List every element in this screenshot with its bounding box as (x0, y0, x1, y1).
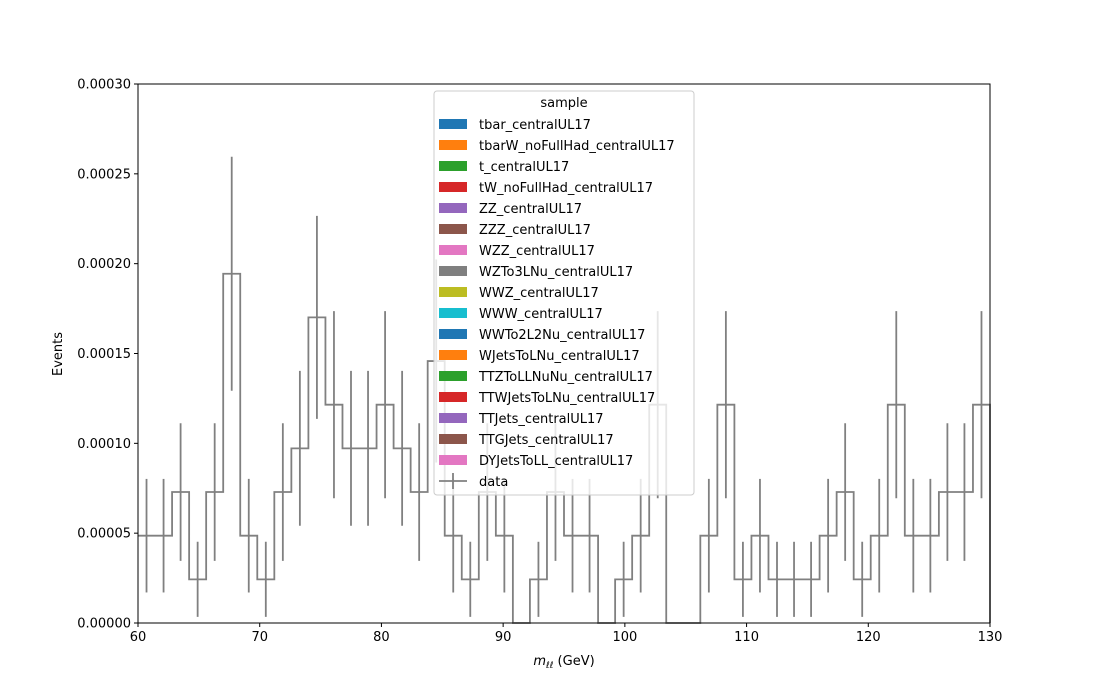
y-tick-label: 0.00005 (77, 527, 131, 542)
y-tick-label: 0.00010 (77, 437, 131, 452)
y-axis: 0.00000 0.00005 0.00010 0.00015 0.00020 0.000… (77, 78, 138, 632)
legend-swatch (439, 140, 467, 150)
y-axis-label: Events (51, 332, 66, 376)
legend-swatch (439, 434, 467, 444)
y-tick-label: 0.00025 (77, 167, 131, 182)
legend-swatch (439, 245, 467, 255)
legend-label: TTWJetsToLNu_centralUL17 (478, 391, 655, 406)
legend-swatch (439, 413, 467, 423)
y-tick-label: 0.00030 (77, 78, 131, 93)
x-tick-label: 70 (251, 630, 268, 645)
legend-swatch (439, 329, 467, 339)
legend-swatch (439, 224, 467, 234)
legend-label: WWTo2L2Nu_centralUL17 (479, 328, 645, 343)
x-axis-label-main: m (533, 654, 546, 669)
legend-label: tbar_centralUL17 (479, 118, 591, 133)
x-axis: 60 70 80 90 100 110 120 130 (130, 623, 1003, 645)
legend-label: t_centralUL17 (479, 160, 569, 175)
legend-label: DYJetsToLL_centralUL17 (479, 454, 633, 469)
x-tick-label: 130 (978, 630, 1003, 645)
legend-label: ZZZ_centralUL17 (479, 223, 591, 238)
x-tick-label: 110 (734, 630, 759, 645)
y-tick-label: 0.00000 (77, 617, 131, 632)
legend-swatch (439, 182, 467, 192)
legend-label: WZZ_centralUL17 (479, 244, 595, 259)
legend-label: ZZ_centralUL17 (479, 202, 582, 217)
y-tick-label: 0.00020 (77, 257, 131, 272)
x-tick-label: 60 (130, 630, 147, 645)
legend-swatch (439, 119, 467, 129)
legend-swatch (439, 161, 467, 171)
x-axis-label-subscript: ℓℓ (545, 661, 553, 671)
y-tick-label: 0.00015 (77, 347, 131, 362)
legend-swatch (439, 455, 467, 465)
legend-swatch (439, 266, 467, 276)
legend-title: sample (540, 96, 587, 111)
legend-swatch (439, 203, 467, 213)
legend-label: tbarW_noFullHad_centralUL17 (479, 139, 675, 154)
legend-label: TTJets_centralUL17 (478, 412, 604, 427)
legend-swatch (439, 308, 467, 318)
legend: sample tbar_centralUL17 tbarW_noFullHad_c… (433, 90, 695, 496)
legend-label: WZTo3LNu_centralUL17 (479, 265, 633, 280)
legend-label: TTZToLLNuNu_centralUL17 (478, 370, 653, 385)
x-tick-label: 80 (373, 630, 390, 645)
legend-box (433, 90, 695, 496)
x-tick-label: 90 (495, 630, 512, 645)
legend-swatch (439, 392, 467, 402)
x-axis-label: mℓℓ (GeV) (533, 654, 594, 671)
legend-swatch (439, 287, 467, 297)
legend-label: data (479, 475, 508, 490)
x-axis-label-unit: (GeV) (553, 654, 594, 669)
legend-swatch (439, 350, 467, 360)
x-tick-label: 100 (612, 630, 637, 645)
legend-swatch (439, 371, 467, 381)
legend-label: tW_noFullHad_centralUL17 (479, 181, 653, 196)
x-tick-label: 120 (856, 630, 881, 645)
legend-label: TTGJets_centralUL17 (478, 433, 614, 448)
legend-label: WWW_centralUL17 (479, 307, 603, 322)
legend-label: WWZ_centralUL17 (479, 286, 599, 301)
legend-label: WJetsToLNu_centralUL17 (479, 349, 640, 364)
